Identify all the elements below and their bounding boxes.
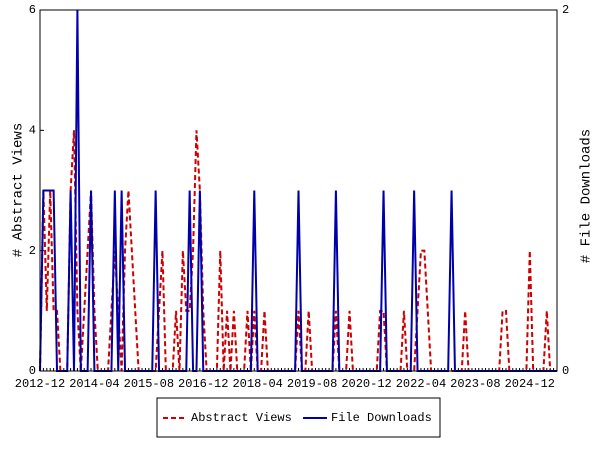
x-tick-label: 2018-04: [232, 377, 282, 391]
y2-tick-label: 0: [562, 364, 569, 378]
y2-tick-label: 2: [562, 3, 569, 17]
y-tick-label: 2: [29, 244, 36, 258]
y-tick-label: 4: [29, 124, 36, 138]
y2-axis-title: # File Downloads: [579, 129, 595, 263]
y-tick-label: 0: [29, 364, 36, 378]
x-tick-label: 2023-08: [450, 377, 500, 391]
x-tick-label: 2019-08: [287, 377, 337, 391]
legend-label: Abstract Views: [191, 411, 292, 425]
x-tick-label: 2020-12: [341, 377, 391, 391]
x-tick-label: 2022-04: [396, 377, 446, 391]
x-tick-label: 2015-08: [124, 377, 174, 391]
y-axis-title: # Abstract Views: [11, 123, 27, 257]
x-tick-label: 2014-04: [69, 377, 119, 391]
legend-box: [156, 397, 441, 438]
x-tick-label: 2024-12: [505, 377, 555, 391]
legend-label: File Downloads: [331, 411, 432, 425]
plot-frame: [39, 9, 558, 372]
y-tick-label: 6: [29, 3, 36, 17]
x-tick-label: 2016-12: [178, 377, 228, 391]
x-tick-label: 2012-12: [15, 377, 65, 391]
